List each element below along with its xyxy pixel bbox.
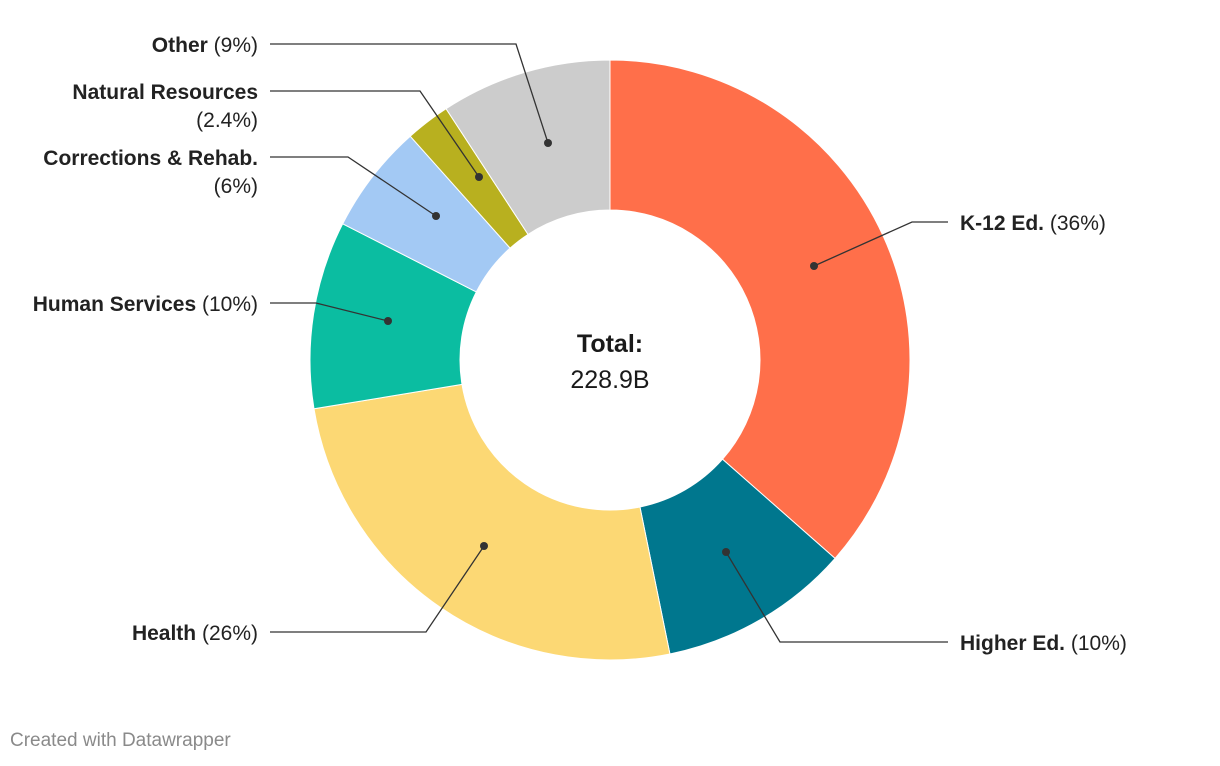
leader-line-human-services <box>270 302 389 322</box>
leader-line-higher-ed <box>725 551 948 643</box>
label-pct-health: (26%) <box>196 622 258 645</box>
leader-dot-corrections-rehab <box>432 212 440 220</box>
center-total-title: Total: <box>577 330 643 358</box>
label-human-services: Human Services (10%) <box>33 293 258 316</box>
leader-line-natural-resources <box>270 90 480 178</box>
label-name-natural-resources: Natural Resources <box>72 81 258 104</box>
label-pct-k-12-ed: (36%) <box>1044 212 1106 235</box>
center-total-value: 228.9B <box>570 366 649 394</box>
leader-dot-k-12-ed <box>810 262 818 270</box>
leader-line-corrections-rehab <box>270 156 437 217</box>
leader-dot-other <box>544 139 552 147</box>
label-natural-resources: Natural Resources (2.4%) <box>72 81 258 132</box>
slice-health <box>313 383 671 661</box>
leader-lines-group <box>270 43 948 643</box>
slice-other <box>445 59 611 236</box>
leader-line-other <box>270 43 549 144</box>
leader-line-k-12-ed <box>813 221 948 267</box>
label-name-higher-ed: Higher Ed. <box>960 632 1065 655</box>
leader-dot-higher-ed <box>722 548 730 556</box>
label-name-k-12-ed: K-12 Ed. <box>960 212 1044 235</box>
leader-dot-natural-resources <box>475 173 483 181</box>
label-pct-other: (9%) <box>208 34 258 57</box>
label-corrections-rehab: Corrections & Rehab. (6%) <box>43 147 258 198</box>
label-k-12-ed: K-12 Ed. (36%) <box>960 212 1106 235</box>
datawrapper-credit: Created with Datawrapper <box>10 730 231 751</box>
label-name-corrections-rehab: Corrections & Rehab. <box>43 147 258 170</box>
slices-group <box>309 59 911 661</box>
leader-line-health <box>270 545 485 633</box>
leader-dot-health <box>480 542 488 550</box>
label-higher-ed: Higher Ed. (10%) <box>960 632 1127 655</box>
leader-dot-human-services <box>384 317 392 325</box>
slice-k-12-ed <box>609 59 911 560</box>
label-name-other: Other <box>152 34 208 57</box>
label-name-health: Health <box>132 622 196 645</box>
label-pct-corrections-rehab: (6%) <box>214 175 258 198</box>
label-health: Health (26%) <box>132 622 258 645</box>
label-pct-human-services: (10%) <box>196 293 258 316</box>
labels-group: K-12 Ed. (36%) Higher Ed. (10%) Health (26… <box>33 34 1127 655</box>
label-name-human-services: Human Services <box>33 293 196 316</box>
label-pct-higher-ed: (10%) <box>1065 632 1127 655</box>
label-other: Other (9%) <box>152 34 258 57</box>
label-pct-natural-resources: (2.4%) <box>196 109 258 132</box>
